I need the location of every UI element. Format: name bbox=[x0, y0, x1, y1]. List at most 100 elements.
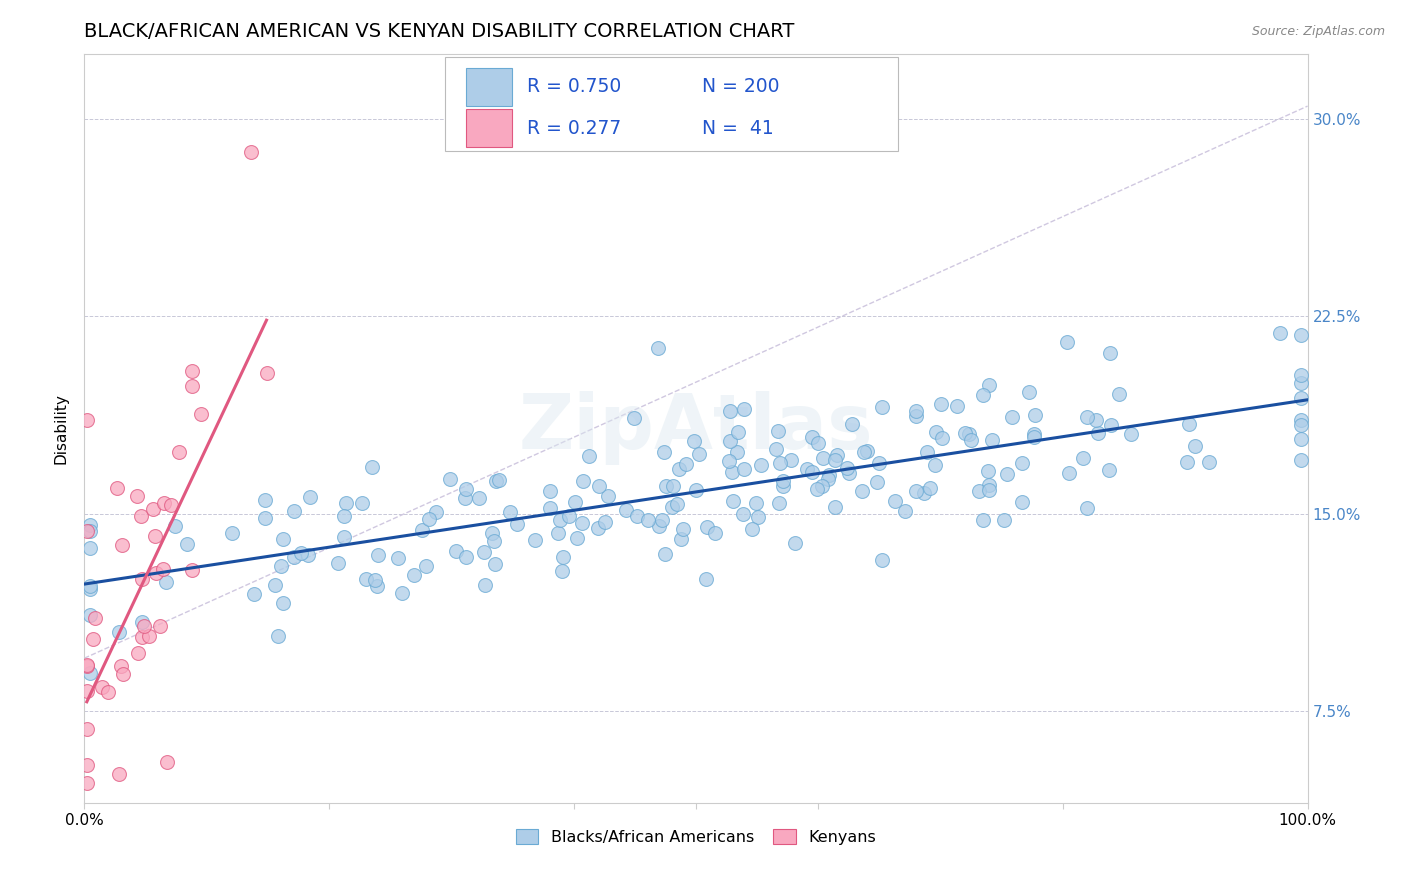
Point bbox=[696, 519, 718, 533]
Point bbox=[538, 484, 561, 499]
Point bbox=[112, 667, 135, 681]
Point bbox=[190, 407, 212, 421]
Point bbox=[598, 489, 620, 503]
Point bbox=[976, 464, 998, 478]
Point bbox=[264, 578, 287, 592]
Point bbox=[1087, 425, 1109, 440]
Point bbox=[474, 577, 496, 591]
Point bbox=[1291, 376, 1313, 391]
Point bbox=[571, 474, 593, 488]
Point bbox=[1291, 453, 1313, 467]
Point bbox=[979, 477, 1001, 491]
Point bbox=[1198, 454, 1220, 468]
Point bbox=[79, 579, 101, 593]
Point bbox=[131, 630, 153, 644]
Point bbox=[138, 629, 160, 643]
Text: R = 0.277: R = 0.277 bbox=[527, 119, 621, 137]
Point bbox=[648, 519, 671, 533]
Point bbox=[749, 458, 772, 473]
Point bbox=[273, 533, 295, 547]
Point bbox=[733, 402, 755, 417]
Text: BLACK/AFRICAN AMERICAN VS KENYAN DISABILITY CORRELATION CHART: BLACK/AFRICAN AMERICAN VS KENYAN DISABIL… bbox=[84, 21, 794, 41]
Point bbox=[772, 479, 794, 493]
Point bbox=[176, 537, 198, 551]
Point bbox=[415, 559, 437, 574]
FancyBboxPatch shape bbox=[465, 68, 513, 105]
Point bbox=[945, 400, 967, 414]
Point bbox=[588, 479, 610, 493]
Point bbox=[283, 503, 305, 517]
Point bbox=[870, 552, 893, 566]
Point bbox=[243, 587, 266, 601]
Point bbox=[835, 460, 858, 475]
Point bbox=[76, 776, 98, 790]
Point bbox=[297, 548, 319, 562]
Point bbox=[298, 490, 321, 504]
Point bbox=[564, 495, 586, 509]
Point bbox=[967, 484, 990, 499]
Point bbox=[367, 549, 389, 563]
Point bbox=[1184, 439, 1206, 453]
Point bbox=[565, 531, 588, 545]
Point bbox=[841, 417, 863, 431]
Point bbox=[547, 525, 569, 540]
Point bbox=[131, 572, 153, 586]
Point bbox=[675, 457, 697, 471]
Point bbox=[91, 680, 114, 694]
Point bbox=[765, 442, 787, 456]
Point bbox=[685, 483, 707, 497]
Point bbox=[350, 496, 373, 510]
Point bbox=[82, 632, 104, 647]
Point bbox=[181, 562, 204, 576]
Point bbox=[931, 431, 953, 445]
Point bbox=[772, 475, 794, 489]
Point bbox=[472, 545, 495, 559]
Text: N =  41: N = 41 bbox=[702, 119, 773, 137]
Point bbox=[669, 532, 692, 546]
Point bbox=[614, 502, 637, 516]
Point bbox=[904, 409, 927, 423]
Point bbox=[108, 624, 131, 639]
Point bbox=[806, 483, 828, 497]
Point bbox=[912, 486, 935, 500]
Point bbox=[953, 425, 976, 440]
Point bbox=[920, 482, 942, 496]
Point bbox=[980, 433, 1002, 447]
Point bbox=[107, 482, 129, 496]
Point bbox=[977, 378, 1000, 392]
Point bbox=[571, 516, 593, 530]
Text: Source: ZipAtlas.com: Source: ZipAtlas.com bbox=[1251, 25, 1385, 38]
Point bbox=[972, 388, 994, 402]
Legend: Blacks/African Americans, Kenyans: Blacks/African Americans, Kenyans bbox=[509, 822, 883, 851]
Point bbox=[454, 491, 477, 505]
Point bbox=[1056, 334, 1078, 349]
Point bbox=[811, 450, 834, 465]
Point bbox=[695, 572, 717, 586]
Point bbox=[1098, 346, 1121, 360]
Point bbox=[745, 496, 768, 510]
Point bbox=[824, 500, 846, 515]
Point bbox=[270, 559, 292, 574]
Point bbox=[717, 454, 740, 468]
Point bbox=[1018, 385, 1040, 400]
Point bbox=[924, 458, 946, 472]
Point bbox=[1291, 328, 1313, 343]
Point bbox=[740, 522, 762, 536]
Point bbox=[160, 498, 183, 512]
Point bbox=[76, 684, 98, 698]
Point bbox=[131, 615, 153, 630]
Point bbox=[1057, 466, 1080, 480]
Point bbox=[1022, 430, 1045, 444]
Point bbox=[1099, 417, 1122, 432]
Point bbox=[593, 515, 616, 529]
Point bbox=[271, 596, 294, 610]
Point bbox=[1097, 463, 1119, 477]
Point bbox=[960, 434, 983, 448]
Point bbox=[870, 400, 893, 414]
Point bbox=[1085, 413, 1108, 427]
Point bbox=[444, 543, 467, 558]
Point bbox=[110, 659, 132, 673]
Point bbox=[97, 850, 120, 864]
Point bbox=[505, 517, 527, 532]
Point bbox=[83, 611, 105, 625]
